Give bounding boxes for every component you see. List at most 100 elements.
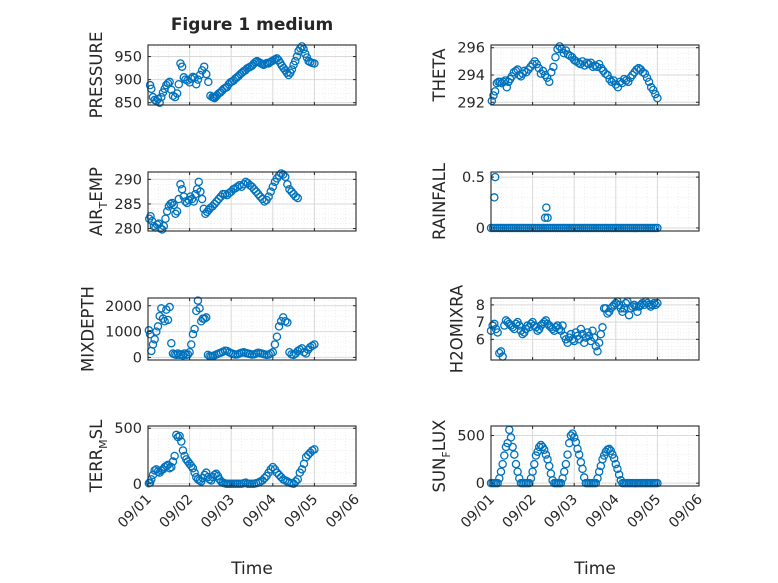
mixdepth-data-point [293,346,303,356]
sun_flux-y-axis-label-part: LUX [430,420,449,452]
theta-data-point [640,69,650,78]
mixdepth-data-point [270,340,280,349]
sun_flux-data-point [578,464,587,474]
air_temp-data-point [287,187,296,196]
mixdepth-y-tick-label: 2000 [105,299,142,315]
mixdepth-data-point [188,329,198,339]
h2omixra-data-point [598,323,607,332]
pressure-data-point [195,70,205,80]
pressure-data-point [145,80,155,90]
h2omixra-data-point [515,321,524,330]
pressure-y-axis-label: PRESSURE [87,32,106,119]
terr_msl-y-axis-label-part: TERR [87,449,106,493]
sun_flux-data-point [559,467,569,476]
theta-y-axis-label: THETA [430,48,449,103]
rainfall-data-point [540,213,550,223]
air_temp-axes-box [147,171,357,232]
pressure-data-point [165,77,174,87]
h2omixra-y-axis-label: H2OMIXRA [447,284,466,373]
terr_msl-data-point [297,465,307,474]
sun_flux-data-point [591,478,601,488]
pressure-data-point [192,79,201,89]
mixdepth-data-point [272,332,282,341]
mixdepth-data-point [201,313,211,322]
air_temp-data-point [146,211,155,221]
sun_flux-data-point [594,467,604,476]
theta-y-tick-label: 294 [457,68,485,84]
theta-data-point [586,58,596,67]
pressure-y-tick-label: 850 [114,96,142,112]
h2omixra-data-point [621,298,631,308]
terr_msl-data-point [167,462,176,472]
h2omixra-y-tick-label: 6 [476,332,485,348]
h2omixra-data-point [576,324,586,334]
sun_flux-data-point [573,444,582,454]
terr_msl-data-point [175,431,184,441]
air_temp-data-point [214,194,223,204]
sun_flux-data-point [528,467,537,476]
air_temp-data-point [249,184,259,194]
figure-title: Figure 1 medium [171,15,333,35]
air_temp-data-point [162,207,172,216]
theta-data-point [609,76,618,85]
mixdepth-data-point [281,316,290,326]
terr_msl-data-point [310,445,319,454]
sun_flux-data-point [506,433,516,442]
theta-data-point [619,74,629,84]
pressure-data-point [210,93,219,103]
mixdepth-axes-box [147,297,357,361]
air_temp-data-point [278,170,288,179]
air_temp-data-point [291,192,300,201]
pressure-data-point [292,52,302,61]
air_temp-data-point [293,193,303,203]
terr_msl-data-point [168,457,178,466]
pressure-y-tick-label: 900 [114,73,142,89]
rainfall-plot-area [491,172,699,231]
air_temp-y-tick-label: 285 [114,197,142,213]
theta-data-point [532,59,542,69]
air_temp-data-point [169,200,179,210]
sun_flux-data-point [510,450,519,459]
h2omixra-data-point [649,298,659,308]
pressure-data-point [310,59,319,68]
air_temp-data-point [216,192,226,201]
air_temp-data-point [283,180,292,189]
air_temp-data-point [176,180,185,189]
air_temp-data-point [172,207,182,216]
terr_msl-axes-box [147,425,357,487]
sun_flux-data-point [508,442,517,452]
terr_msl-data-point [291,477,300,486]
sun_flux-y-axis-label-part: SUN [430,458,449,493]
mixdepth-data-point [305,342,315,352]
theta-data-point [489,91,498,100]
sun_flux-data-point [611,459,621,469]
sun_flux-data-point [608,450,617,459]
theta-data-point [603,70,612,80]
mixdepth-panel: 0 1000 2000 MIXDEPTH [79,286,357,372]
sun_flux-data-point [531,451,541,460]
air_temp-data-point [237,182,246,191]
terr_msl-y-axis-label: TERRMSL [87,419,110,493]
sun_flux-axes-box [490,425,700,487]
terr_msl-data-point [177,437,186,446]
sun_flux-data-point [556,478,566,488]
theta-data-point [549,62,558,72]
sun_flux-y-axis-label: SUNFLUX [430,420,453,493]
air_temp-y-axis-label-part: EMP [87,167,106,202]
pressure-panel: 850 900 950 PRESSURE [87,32,357,119]
h2omixra-data-point [558,321,567,330]
pressure-data-point [157,92,166,102]
pressure-data-point [204,77,213,87]
pressure-data-point [163,79,173,88]
mixdepth-data-point [283,318,292,327]
pressure-y-tick-label: 950 [114,50,142,66]
terr_msl-data-point [178,446,188,455]
theta-data-point [495,77,505,87]
theta-panel: 292 294 296 THETA [430,41,700,111]
mixdepth-y-axis-label: MIXDEPTH [79,286,98,372]
air_temp-data-point [239,180,248,189]
theta-data-point [520,66,529,76]
h2omixra-data-point [594,338,604,348]
theta-data-point [648,85,658,95]
